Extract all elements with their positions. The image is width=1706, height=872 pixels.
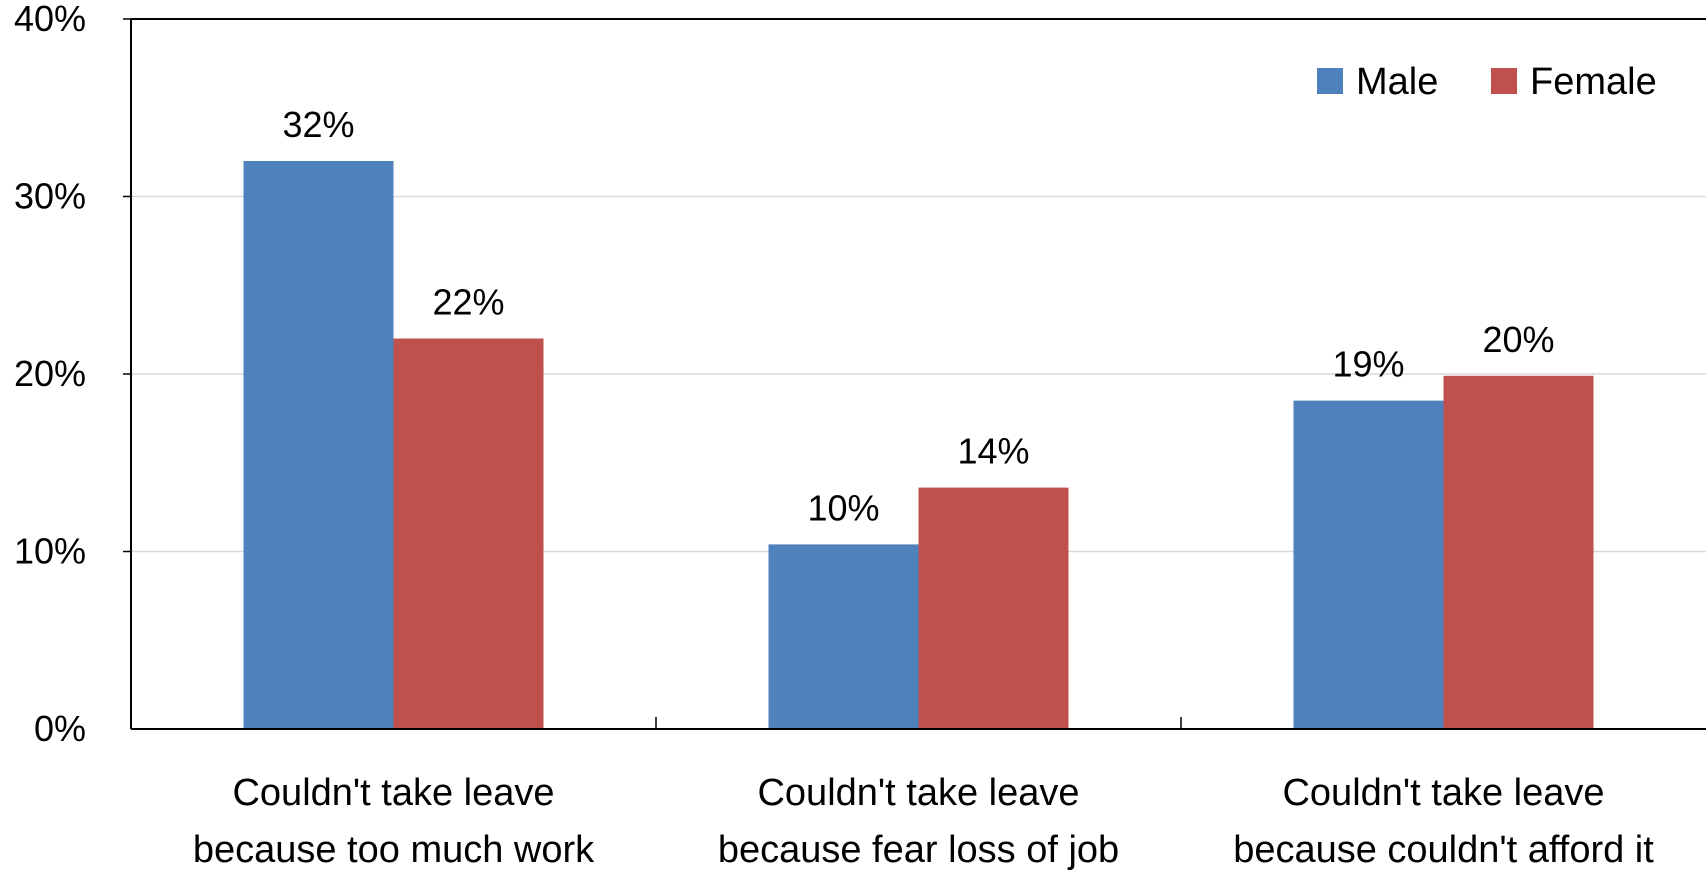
y-tick-label: 0%: [34, 708, 86, 749]
x-category-label: Couldn't take leave: [232, 772, 554, 814]
data-labels: 32% 22% 10% 14% 19% 20%: [282, 104, 1554, 528]
y-tick-label: 10%: [14, 531, 86, 572]
bar-male: [768, 544, 919, 729]
y-tick-label: 40%: [14, 0, 86, 39]
bar-female: [918, 487, 1069, 729]
x-category-label: Couldn't take leave: [757, 772, 1079, 814]
bars: [243, 161, 1594, 729]
data-label: 10%: [807, 487, 879, 528]
y-tick-label: 30%: [14, 176, 86, 217]
x-category-label: because fear loss of job: [718, 829, 1119, 871]
legend: Male Female: [1317, 61, 1657, 103]
bar-male: [1293, 400, 1444, 729]
data-label: 32%: [282, 104, 354, 145]
y-tick-label: 20%: [14, 353, 86, 394]
y-axis-tick-labels: 0% 10% 20% 30% 40%: [14, 0, 86, 749]
data-label: 14%: [957, 431, 1029, 472]
x-axis-category-labels: Couldn't take leave because too much work…: [193, 772, 1654, 871]
data-label: 20%: [1482, 319, 1554, 360]
x-category-label: because couldn't afford it: [1233, 829, 1654, 871]
legend-label-male: Male: [1356, 61, 1438, 103]
bar-female: [393, 338, 544, 729]
legend-label-female: Female: [1530, 61, 1657, 103]
data-label: 19%: [1332, 344, 1404, 385]
bar-male: [243, 161, 394, 729]
x-category-label: Couldn't take leave: [1282, 772, 1604, 814]
legend-swatch-male: [1317, 68, 1343, 94]
legend-swatch-female: [1491, 68, 1517, 94]
data-label: 22%: [432, 282, 504, 323]
x-category-label: because too much work: [193, 829, 595, 871]
bar-female: [1443, 375, 1594, 729]
axes: [123, 18, 1706, 730]
